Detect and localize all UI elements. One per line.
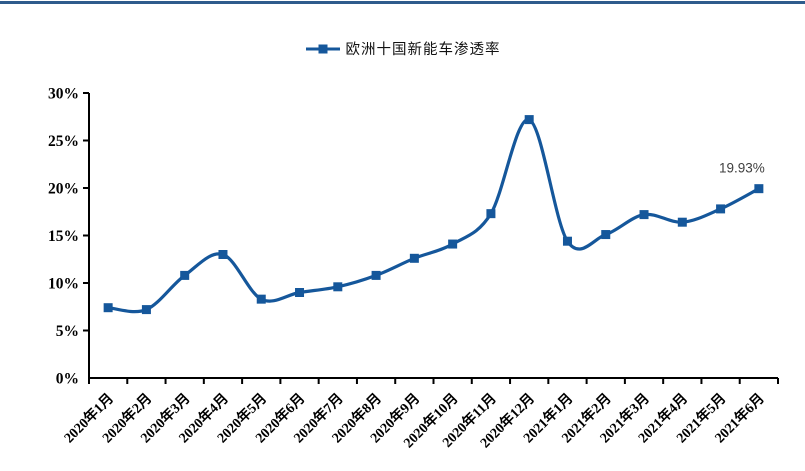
data-point-marker (103, 303, 113, 313)
data-point-marker (218, 250, 228, 259)
data-point-marker (677, 217, 687, 227)
data-point-marker (371, 270, 381, 280)
series-line (106, 118, 761, 314)
data-point-marker (524, 115, 534, 125)
y-tick-label: 20% (48, 181, 79, 198)
y-tick-label: 10% (48, 276, 79, 293)
data-point-marker (639, 210, 649, 220)
data-point-marker (601, 230, 611, 240)
data-point-marker (716, 204, 726, 214)
data-point-marker (448, 239, 458, 249)
y-tick-label: 15% (48, 228, 79, 245)
data-point-marker (333, 282, 343, 292)
legend-line-marker-icon (305, 44, 340, 53)
y-tick-label: 25% (48, 133, 79, 150)
data-point-marker (409, 253, 419, 263)
legend-label: 欧洲十国新能车渗透率 (345, 42, 501, 58)
page-top-divider (0, 1, 805, 4)
y-tick-label: 5% (56, 323, 79, 340)
data-point-marker (180, 270, 190, 280)
data-point-marker (256, 294, 266, 304)
data-point-marker (754, 184, 764, 194)
y-tick-label: 0% (56, 371, 79, 388)
data-point-marker (141, 305, 151, 315)
chart-legend: 欧洲十国新能车渗透率 (0, 38, 805, 59)
last-point-value-label: 19.93% (719, 161, 765, 176)
data-point-marker (486, 209, 496, 219)
data-point-marker (562, 236, 572, 246)
data-point-marker (295, 288, 305, 297)
y-tick-label: 30% (48, 86, 79, 103)
